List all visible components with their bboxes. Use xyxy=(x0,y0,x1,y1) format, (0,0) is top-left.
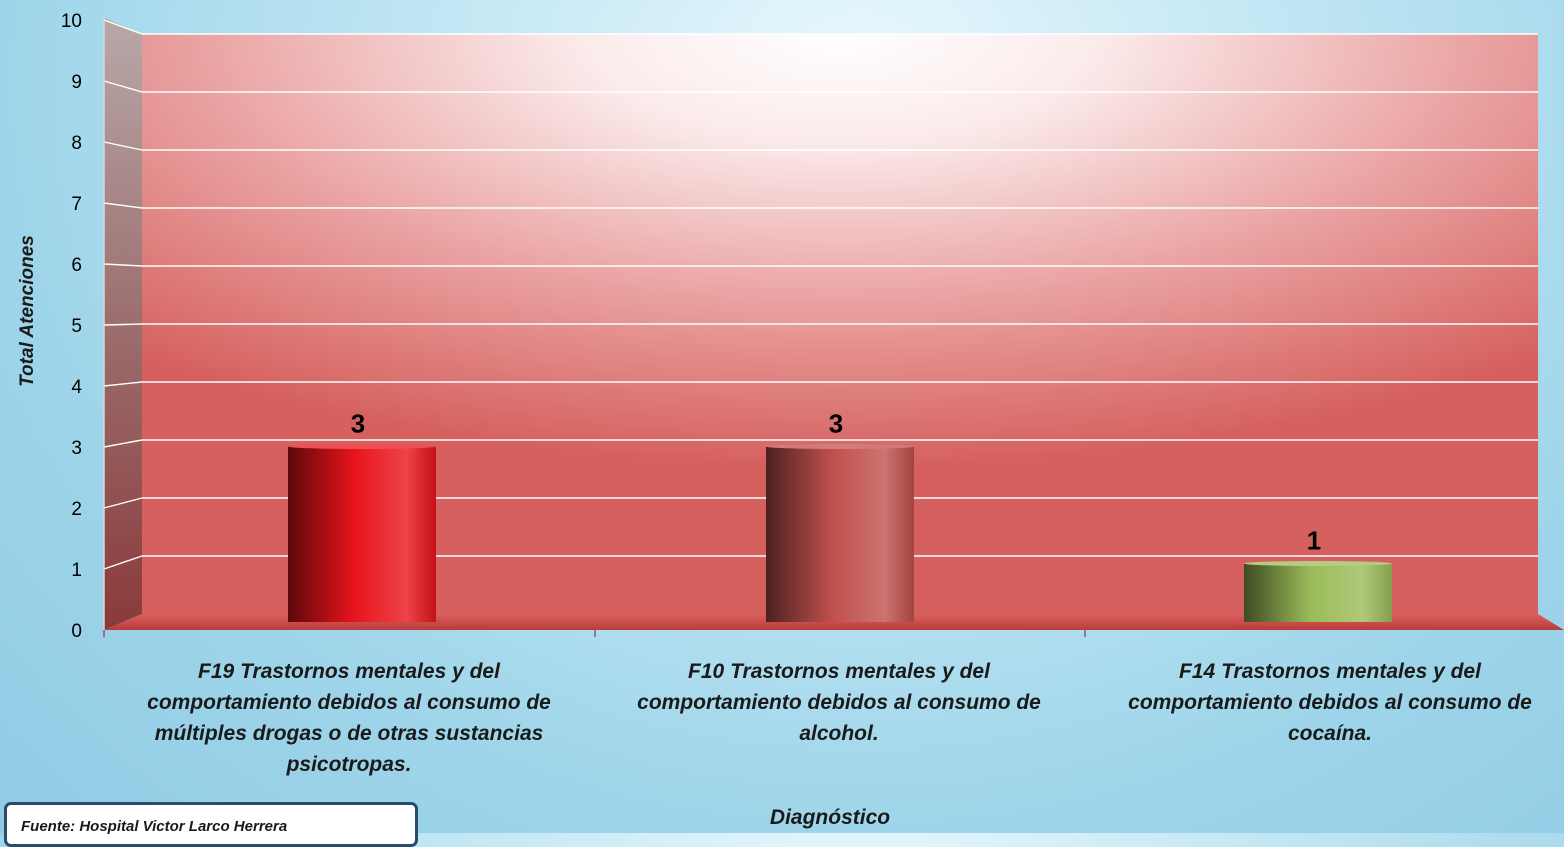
y-tick-label-6: 6 xyxy=(71,255,82,276)
bar-1 xyxy=(288,446,436,622)
source-box: Fuente: Hospital Victor Larco Herrera xyxy=(4,802,418,847)
y-tick-label-8: 8 xyxy=(71,133,82,154)
y-tick-label-0: 0 xyxy=(71,621,82,642)
y-tick-label-4: 4 xyxy=(71,377,82,398)
side-gridline-3 xyxy=(103,439,143,448)
x-category-label-line: F10 Trastornos mentales y del xyxy=(688,660,990,683)
source-text: Fuente: Hospital Victor Larco Herrera xyxy=(21,818,288,835)
y-tick-label-5: 5 xyxy=(71,316,82,337)
y-tick-label-7: 7 xyxy=(71,194,82,215)
bar-3 xyxy=(1244,563,1392,622)
x-category-label-2: F10 Trastornos mentales y del comportamie… xyxy=(629,656,1049,749)
side-gridline-9 xyxy=(103,80,143,93)
side-gridline-7 xyxy=(103,202,143,209)
x-category-label-line: cocaína. xyxy=(1287,722,1373,745)
x-category-label-line: comportamiento debidos al consumo de xyxy=(1128,691,1532,714)
bar-top-3 xyxy=(1244,561,1392,566)
data-label-1: 3 xyxy=(351,409,365,439)
y-axis-label: Total Atenciones xyxy=(17,235,38,387)
data-label-3: 1 xyxy=(1307,526,1321,556)
side-gridline-5 xyxy=(103,323,143,326)
bar-top-2 xyxy=(766,444,914,449)
bar-top-1 xyxy=(288,444,436,449)
y-tick-label-9: 9 xyxy=(71,72,82,93)
y-tick-label-3: 3 xyxy=(71,438,82,459)
x-category-label-line: F19 Trastornos mentales y del xyxy=(198,660,500,683)
bar-2 xyxy=(766,446,914,622)
x-category-label-line: comportamiento debidos al consumo de xyxy=(637,691,1041,714)
x-category-label-line: psicotropas. xyxy=(286,753,412,776)
x-category-label-1: F19 Trastornos mentales y del comportamie… xyxy=(139,656,559,780)
x-category-label-line: múltiples drogas o de otras sustancias xyxy=(154,722,544,745)
x-category-label-line: comportamiento debidos al consumo de xyxy=(147,691,551,714)
x-category-label-line: F14 Trastornos mentales y del xyxy=(1179,660,1481,683)
side-gridline-2 xyxy=(103,497,143,509)
x-category-label-line: alcohol. xyxy=(799,722,879,745)
side-gridline-10 xyxy=(103,19,143,35)
y-tick-label-2: 2 xyxy=(71,499,82,520)
x-category-label-3: F14 Trastornos mentales y del comportamie… xyxy=(1120,656,1540,749)
side-gridline-4 xyxy=(103,381,143,387)
y-tick-label-1: 1 xyxy=(71,560,82,581)
data-label-2: 3 xyxy=(829,409,843,439)
side-gridline-6 xyxy=(103,263,143,267)
y-tick-label-10: 10 xyxy=(61,11,82,32)
side-gridline-8 xyxy=(103,141,143,151)
x-axis-label: Diagnóstico xyxy=(769,806,891,829)
side-gridline-1 xyxy=(103,555,143,570)
